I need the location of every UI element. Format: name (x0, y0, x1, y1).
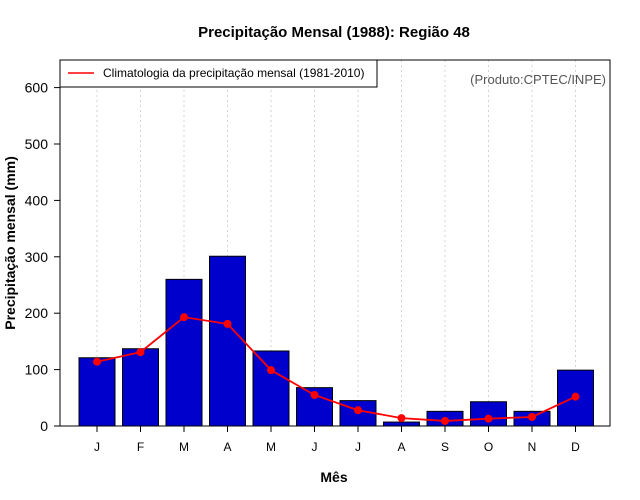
legend-box (59, 59, 378, 88)
x-tick-label: F (137, 440, 144, 454)
climatology-point-7 (354, 406, 362, 415)
x-tick-label: J (312, 440, 318, 454)
bar-2 (122, 348, 159, 427)
climatology-point-6 (310, 390, 319, 399)
y-tick-label: 0 (40, 418, 48, 434)
credit-text: (Produto:CPTEC/INPE) (470, 72, 606, 87)
bars-layer (78, 255, 594, 427)
x-tick-label: A (397, 440, 405, 454)
x-tick-label: M (179, 440, 189, 454)
climatology-point-8 (397, 414, 406, 423)
x-tick-label: A (223, 440, 231, 454)
x-tick-label: S (441, 440, 449, 454)
x-tick-label: O (484, 440, 493, 454)
y-tick-label: 100 (25, 362, 49, 378)
bar-1 (78, 357, 116, 427)
climatology-point-11 (528, 412, 536, 421)
bar-8 (383, 421, 420, 427)
bar-3 (165, 278, 203, 427)
y-tick-label: 300 (25, 249, 49, 265)
climatology-point-2 (136, 348, 145, 357)
climatology-point-1 (93, 357, 101, 366)
bar-4 (209, 255, 246, 427)
y-tick-label: 500 (25, 136, 49, 152)
y-tick-label: 200 (25, 305, 49, 321)
x-tick-label: M (266, 440, 276, 454)
y-tick-label: 600 (25, 80, 49, 96)
climatology-point-12 (571, 392, 580, 401)
chart-title: Precipitação Mensal (1988): Região 48 (198, 24, 470, 41)
climatology-point-5 (267, 366, 275, 375)
x-tick-label: N (528, 440, 537, 454)
legend-label: Climatologia da precipitação mensal (198… (103, 66, 364, 80)
y-axis-label: Precipitação mensal (mm) (2, 156, 18, 330)
climatology-line (96, 316, 576, 422)
x-tick-label: J (355, 440, 361, 454)
climatology-point-3 (180, 313, 188, 322)
x-tick-label: J (94, 440, 100, 454)
legend: Climatologia da precipitação mensal (198… (59, 59, 378, 88)
climatology-point-9 (441, 416, 449, 425)
climatology-line-layer (93, 313, 580, 425)
x-tick-label: D (571, 440, 580, 454)
y-tick-label: 400 (25, 192, 49, 208)
x-axis-label: Mês (320, 469, 347, 485)
climatology-point-10 (484, 414, 493, 423)
bar-5 (252, 350, 290, 427)
climatology-point-4 (223, 319, 232, 328)
y-axis: 0 100 200 300 400 500 600 (25, 80, 60, 434)
